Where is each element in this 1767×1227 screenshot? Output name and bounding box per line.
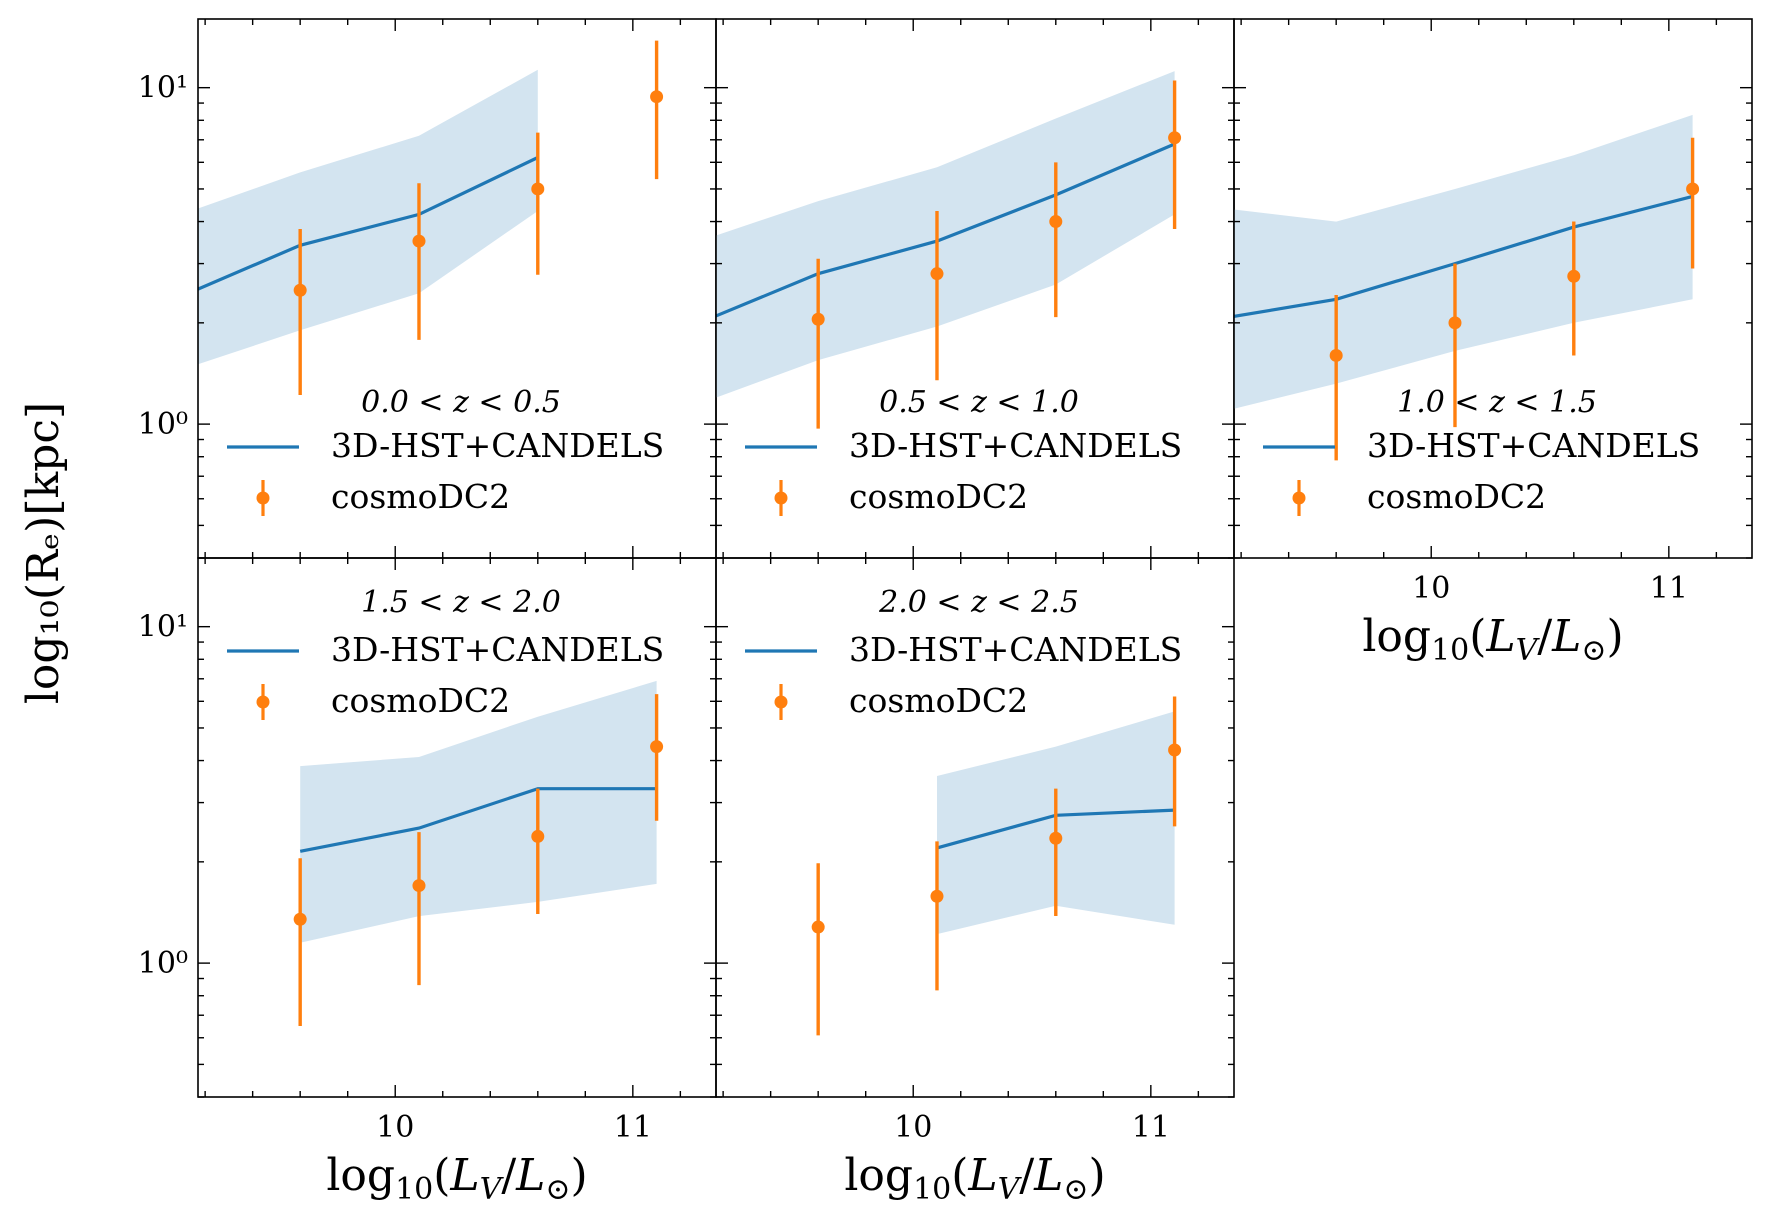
panel-title-5: 2.0 < z < 2.5 bbox=[878, 585, 1079, 620]
ticks-3 bbox=[1234, 19, 1752, 559]
legend-label-sim-2: cosmoDC2 bbox=[849, 477, 1028, 516]
legend-label-model-4: 3D-HST+CANDELS bbox=[331, 630, 664, 669]
plot-area-2 bbox=[693, 71, 1182, 429]
point-5-4 bbox=[1049, 831, 1063, 845]
legend-marker-1 bbox=[256, 491, 270, 505]
point-1-5 bbox=[650, 90, 664, 104]
model-band-2 bbox=[716, 71, 1175, 398]
x-tick-label-5-1: 10 bbox=[894, 1110, 932, 1145]
point-5-3 bbox=[930, 889, 944, 903]
legend-label-sim-1: cosmoDC2 bbox=[331, 477, 510, 516]
x-axis-label-5: log10(LV/L⊙) bbox=[844, 1150, 1105, 1207]
legend-marker-4 bbox=[256, 695, 270, 709]
legend-marker-3 bbox=[1292, 491, 1306, 505]
y-axis-label: log₁₀(Rₑ)[kpc] bbox=[18, 402, 69, 704]
panel-5: 10 11 log10(LV/L⊙) 2.0 < z < 2.5 3D-HST+CAND… bbox=[693, 557, 1235, 1207]
legend-label-sim-4: cosmoDC2 bbox=[331, 681, 510, 720]
point-3-5 bbox=[1686, 182, 1700, 196]
point-5-5 bbox=[1168, 743, 1182, 757]
panel-title-1: 0.0 < z < 0.5 bbox=[361, 385, 561, 420]
panel-1: 10⁰ 10¹ 0.0 < z < 0.5 3D-HST+CANDELS cosmoDC… bbox=[138, 18, 717, 559]
point-1-3 bbox=[412, 234, 426, 248]
model-band-1 bbox=[198, 69, 538, 365]
point-2-3 bbox=[930, 267, 944, 281]
point-2-2 bbox=[811, 312, 825, 326]
x-axis-label-3: log10(LV/L⊙) bbox=[1362, 611, 1623, 668]
y-tick-label-1-2: 10¹ bbox=[138, 71, 188, 106]
legend-label-model-1: 3D-HST+CANDELS bbox=[331, 426, 664, 465]
legend-label-model-2: 3D-HST+CANDELS bbox=[849, 426, 1182, 465]
panel-4: 10⁰ 10¹ 10 11 log10(LV/L⊙) 1.5 < z < 2.0 3D-HS… bbox=[138, 557, 717, 1207]
frame-5 bbox=[715, 557, 1235, 1098]
x-tick-label-5-2: 11 bbox=[1132, 1110, 1170, 1145]
panel-2: 0.5 < z < 1.0 3D-HST+CANDELS cosmoDC2 bbox=[693, 18, 1235, 559]
y-tick-label-4-2: 10¹ bbox=[138, 610, 188, 645]
point-5-1 bbox=[693, 975, 706, 988]
legend-label-model-3: 3D-HST+CANDELS bbox=[1367, 426, 1700, 465]
plot-area-1 bbox=[175, 40, 664, 396]
model-line-1 bbox=[198, 156, 539, 291]
legend-label-sim-3: cosmoDC2 bbox=[1367, 477, 1546, 516]
x-tick-label-4-1: 10 bbox=[376, 1110, 414, 1145]
y-tick-label-1-1: 10⁰ bbox=[138, 407, 188, 442]
point-2-1 bbox=[693, 363, 706, 376]
point-5-2 bbox=[811, 920, 825, 934]
plot-area-3 bbox=[1211, 114, 1700, 461]
x-tick-label-4-2: 11 bbox=[614, 1110, 652, 1145]
x-tick-label-3-2: 11 bbox=[1650, 571, 1688, 606]
legend-label-sim-5: cosmoDC2 bbox=[849, 681, 1028, 720]
panel-title-2: 0.5 < z < 1.0 bbox=[879, 385, 1079, 420]
point-4-2 bbox=[293, 912, 307, 926]
point-3-3 bbox=[1448, 316, 1462, 330]
point-2-4 bbox=[1049, 215, 1063, 229]
point-3-4 bbox=[1567, 269, 1581, 283]
point-1-1 bbox=[175, 328, 188, 341]
point-2-5 bbox=[1168, 131, 1182, 145]
point-3-1 bbox=[1211, 410, 1224, 423]
point-1-4 bbox=[531, 182, 545, 196]
point-1-2 bbox=[293, 283, 307, 297]
model-band-4 bbox=[300, 680, 657, 943]
point-4-3 bbox=[412, 879, 426, 893]
ticks-5 bbox=[716, 558, 1234, 1098]
y-tick-label-4-1: 10⁰ bbox=[138, 946, 188, 981]
legend-marker-2 bbox=[774, 491, 788, 505]
panel-title-3: 1.0 < z < 1.5 bbox=[1397, 385, 1597, 420]
panel-3: 10 11 log10(LV/L⊙) 1.0 < z < 1.5 3D-HST+CAND… bbox=[1211, 18, 1753, 668]
ticks-4 bbox=[198, 558, 716, 1098]
legend-label-model-5: 3D-HST+CANDELS bbox=[849, 630, 1182, 669]
panel-title-4: 1.5 < z < 2.0 bbox=[361, 585, 561, 620]
point-4-4 bbox=[531, 829, 545, 843]
plot-area-4 bbox=[293, 680, 664, 1027]
model-line-4 bbox=[299, 787, 657, 853]
point-4-5 bbox=[650, 740, 664, 754]
frame-3 bbox=[1233, 18, 1753, 559]
x-axis-label-4: log10(LV/L⊙) bbox=[326, 1150, 587, 1207]
legend-marker-5 bbox=[774, 695, 788, 709]
ticks-1 bbox=[198, 19, 716, 559]
point-3-2 bbox=[1329, 348, 1343, 362]
x-tick-label-3-1: 10 bbox=[1412, 571, 1450, 606]
ticks-2 bbox=[716, 19, 1234, 559]
plot-area-5 bbox=[693, 696, 1182, 1036]
